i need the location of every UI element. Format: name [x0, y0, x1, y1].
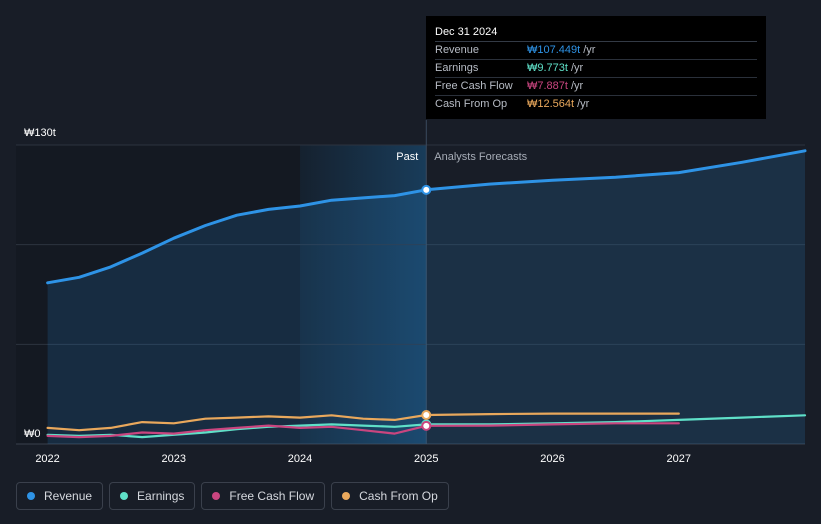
legend-dot-icon: [342, 492, 351, 500]
x-tick-label: 2027: [667, 453, 691, 465]
y-tick-label: ₩130t: [24, 127, 56, 139]
legend-item-free-cash-flow[interactable]: Free Cash Flow: [201, 482, 326, 510]
tooltip-row-revenue: Revenue ₩107.449t /yr: [435, 42, 757, 60]
label-layer: ₩130t ₩0 2022 2023 2024 2025 2026 2027 Past Analy…: [24, 127, 691, 465]
legend-dot-icon: [120, 492, 129, 500]
legend-label: Revenue: [44, 489, 93, 503]
forecast-label: Analysts Forecasts: [434, 151, 527, 163]
marker-cash-from-op: [421, 410, 432, 421]
x-tick-label: 2026: [540, 453, 564, 465]
tooltip-value: ₩107.449t: [527, 44, 581, 56]
tooltip-date: Dec 31 2024: [435, 25, 757, 42]
tooltip-label: Revenue: [435, 44, 480, 56]
legend-item-cash-from-op[interactable]: Cash From Op: [331, 482, 449, 510]
marker-free-cash-flow: [421, 420, 432, 431]
x-tick-label: 2025: [414, 453, 438, 465]
tooltip-label: Free Cash Flow: [435, 80, 513, 92]
series-line-free-cash-flow: [46, 422, 680, 439]
tooltip-value: ₩7.887t: [527, 80, 568, 92]
legend-item-revenue[interactable]: Revenue: [16, 482, 104, 510]
past-label: Past: [396, 151, 418, 163]
x-tick-label: 2023: [162, 453, 186, 465]
legend-label: Cash From Op: [359, 489, 438, 503]
y-tick-label: ₩0: [24, 428, 41, 440]
legend-item-earnings[interactable]: Earnings: [109, 482, 196, 510]
series-line-cash-from-op: [46, 412, 680, 432]
tooltip-row-cash-from-op: Cash From Op ₩12.564t /yr: [435, 96, 757, 113]
legend: Revenue Earnings Free Cash Flow Cash Fro…: [16, 482, 449, 510]
tooltip-row-free-cash-flow: Free Cash Flow ₩7.887t /yr: [435, 78, 757, 96]
tooltip-unit: /yr: [577, 98, 590, 110]
tooltip-value: ₩12.564t: [527, 98, 575, 110]
tooltip-unit: /yr: [570, 62, 584, 74]
series-line-revenue: [46, 149, 807, 285]
series-area-revenue: [47, 150, 806, 445]
tooltip-value: ₩9.773t: [527, 62, 568, 74]
x-tick-label: 2024: [288, 453, 312, 465]
gridlines: [16, 120, 805, 445]
legend-dot-icon: [212, 492, 221, 500]
tooltip-unit: /yr: [583, 44, 596, 56]
tooltip-label: Earnings: [435, 62, 479, 74]
tooltip-label: Cash From Op: [435, 98, 508, 110]
legend-label: Free Cash Flow: [229, 489, 315, 503]
tooltip: Dec 31 2024 Revenue ₩107.449t /yr Earnin…: [426, 16, 766, 119]
tooltip-unit: /yr: [570, 80, 584, 92]
series-line-earnings: [46, 414, 807, 439]
marker-revenue: [421, 184, 432, 195]
x-tick-label: 2022: [35, 453, 59, 465]
legend-label: Earnings: [137, 489, 185, 503]
legend-dot-icon: [27, 492, 35, 500]
marker-layer: [421, 184, 432, 431]
series-layer: [46, 149, 807, 445]
tooltip-row-earnings: Earnings ₩9.773t /yr: [435, 60, 757, 78]
